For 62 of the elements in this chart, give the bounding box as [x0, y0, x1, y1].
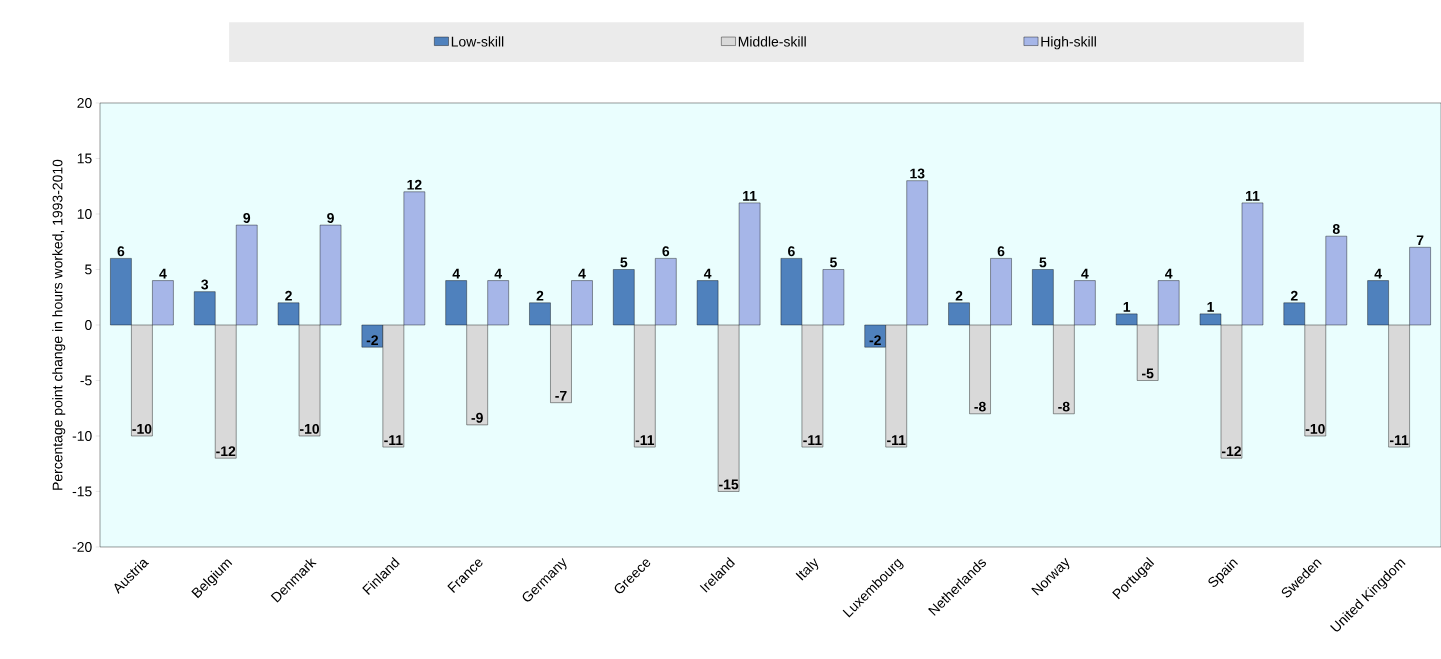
- data-label: 12: [407, 179, 422, 190]
- data-label: 4: [452, 268, 460, 279]
- data-label: 4: [494, 268, 502, 279]
- data-label: -10: [1305, 423, 1325, 434]
- data-label: -11: [384, 435, 403, 445]
- data-label: -15: [719, 479, 739, 490]
- legend-label: High-skill: [1041, 36, 1096, 50]
- data-label: 4: [578, 268, 586, 279]
- data-label: -12: [216, 446, 236, 456]
- data-label: -10: [132, 423, 152, 434]
- y-tick-label: 15: [77, 153, 92, 164]
- data-label: 5: [1039, 257, 1047, 268]
- data-label: -11: [887, 435, 906, 445]
- x-tick-label: Italy: [795, 558, 819, 581]
- data-label: 4: [159, 268, 167, 279]
- data-label: 8: [1332, 224, 1340, 234]
- data-label: -10: [300, 423, 320, 434]
- data-label: 2: [285, 290, 292, 301]
- data-label: 4: [1081, 268, 1089, 279]
- y-axis-title: Percentage point change in hours worked, 1993-2010: [52, 159, 66, 490]
- y-tick-label: -10: [72, 431, 92, 441]
- legend-label: Middle-skill: [738, 36, 806, 47]
- data-label: 5: [620, 257, 628, 268]
- data-label: 9: [327, 213, 334, 223]
- data-label: 1: [1207, 302, 1214, 312]
- data-label: -9: [471, 412, 483, 423]
- y-tick-label: 0: [85, 320, 92, 330]
- y-tick-label: -20: [72, 542, 92, 552]
- data-label: 13: [910, 168, 925, 179]
- data-label: 6: [662, 246, 670, 257]
- y-tick-label: 5: [85, 264, 92, 275]
- data-label: 4: [1374, 268, 1382, 279]
- data-label: -11: [803, 435, 822, 445]
- data-label: -2: [366, 335, 379, 345]
- data-label: 6: [997, 246, 1005, 257]
- data-label: 4: [703, 268, 712, 279]
- data-label: -11: [635, 435, 655, 445]
- data-label: 3: [201, 279, 209, 290]
- data-label: 5: [829, 257, 837, 268]
- data-label: -2: [869, 335, 881, 345]
- data-label: 4: [1165, 268, 1173, 279]
- data-label: 7: [1416, 235, 1424, 246]
- y-tick-label: 10: [77, 209, 92, 219]
- data-label: 2: [536, 290, 544, 301]
- data-label: 11: [1245, 191, 1260, 201]
- data-label: -7: [555, 390, 567, 401]
- y-tick-label: -5: [80, 375, 92, 386]
- data-label: 11: [743, 191, 757, 201]
- data-label: 9: [243, 213, 251, 223]
- data-label: -5: [1142, 368, 1154, 379]
- y-tick-label: -15: [72, 486, 92, 497]
- data-label: 2: [1290, 290, 1298, 301]
- data-label: 6: [788, 246, 795, 257]
- data-label: -8: [1058, 401, 1070, 412]
- legend-label: Low-skill: [451, 36, 504, 47]
- data-label: 1: [1123, 302, 1131, 312]
- y-tick-label: 20: [77, 98, 92, 108]
- data-label: 2: [955, 290, 963, 301]
- data-label: -11: [1389, 435, 1409, 445]
- data-label: 6: [117, 246, 125, 257]
- data-label: -8: [974, 401, 986, 412]
- data-label: -12: [1221, 446, 1242, 456]
